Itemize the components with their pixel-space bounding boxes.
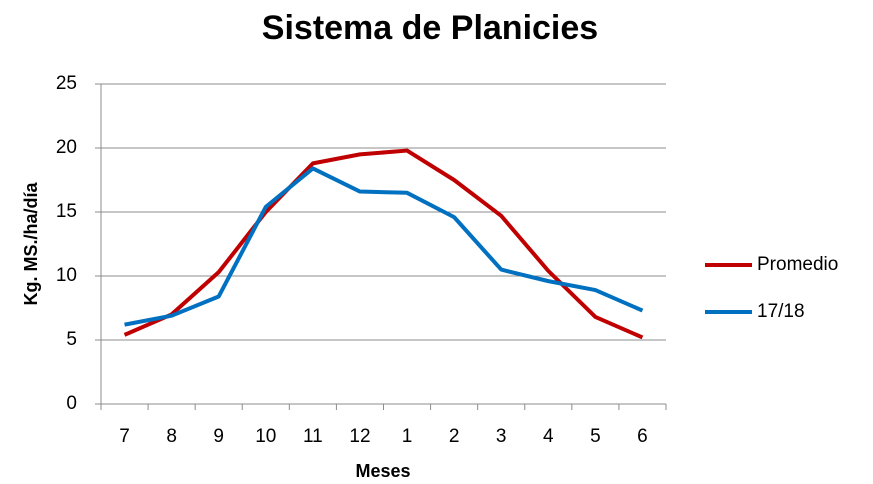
x-tick-label: 4 [543,426,554,447]
legend-label: 17/18 [757,301,805,322]
y-tick-label: 25 [56,73,77,94]
x-tick-label: 5 [590,426,601,447]
y-axis-title: Kg. MS./ha/día [21,182,41,306]
x-tick-label: 9 [213,426,224,447]
y-tick-label: 20 [56,137,77,158]
x-axis-title: Meses [355,461,410,481]
x-tick-label: 7 [119,426,130,447]
y-tick-label: 10 [56,265,77,286]
y-tick-label: 15 [56,201,77,222]
x-tick-label: 1 [402,426,413,447]
x-tick-label: 10 [255,426,276,447]
y-tick-label: 5 [66,329,77,350]
x-tick-label: 6 [637,426,648,447]
legend-label: Promedio [757,254,838,275]
x-tick-label: 11 [303,426,323,447]
x-tick-label: 3 [496,426,507,447]
x-tick-label: 8 [166,426,177,447]
x-tick-label: 2 [449,426,460,447]
series-line [124,166,644,327]
y-tick-label: 0 [66,393,77,414]
series-line [123,148,644,340]
x-tick-label: 12 [349,426,370,447]
chart-title: Sistema de Planicies [262,9,598,47]
